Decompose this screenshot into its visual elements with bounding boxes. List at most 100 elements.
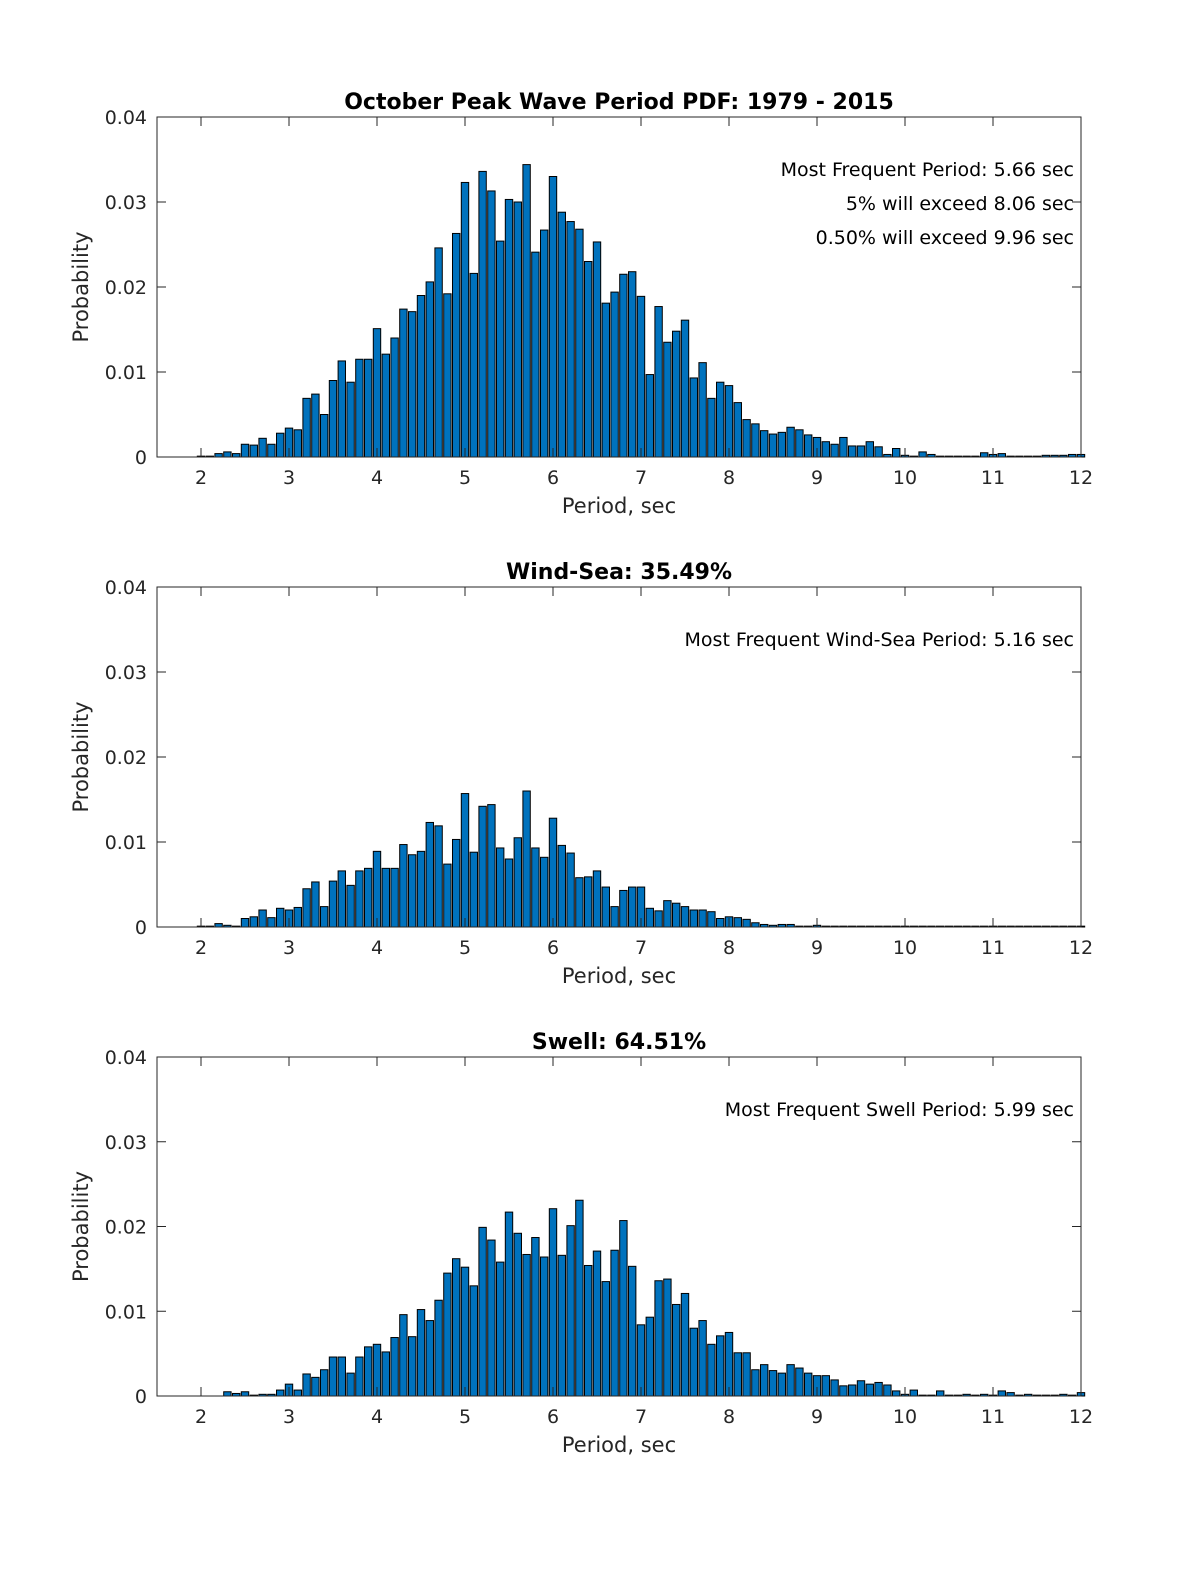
bar <box>320 414 329 458</box>
bar <box>936 1390 945 1397</box>
bar <box>584 261 593 458</box>
x-tick-label: 7 <box>635 467 647 489</box>
bar <box>399 1314 408 1397</box>
y-tick-label: 0.01 <box>105 832 147 854</box>
bar <box>698 362 707 458</box>
y-tick-label: 0.02 <box>105 277 147 299</box>
bar <box>469 851 478 928</box>
chart-panel-total: 2 3 4 5 6 7 8 9 10 11 12 0 0.01 0.02 0.03 0.04 October P… <box>69 90 1093 518</box>
y-tick-label: 0.01 <box>105 362 147 384</box>
bar <box>716 918 725 928</box>
bar <box>584 1264 593 1397</box>
bar <box>619 889 628 928</box>
bar <box>751 922 760 928</box>
bar <box>540 856 549 928</box>
x-tick-label: 11 <box>981 937 1005 959</box>
bar <box>240 918 250 928</box>
x-tick-label: 7 <box>635 937 647 959</box>
bar <box>399 844 408 928</box>
x-tick-label: 10 <box>893 467 917 489</box>
bar <box>768 433 778 458</box>
bar <box>416 850 426 928</box>
bar <box>997 1390 1006 1397</box>
bar <box>443 863 452 928</box>
chart-title: October Peak Wave Period PDF: 1979 - 201… <box>344 90 894 115</box>
x-tick-label: 6 <box>547 467 559 489</box>
y-tick-label: 0.04 <box>105 577 147 599</box>
bar <box>645 1316 654 1397</box>
bar <box>892 1390 901 1397</box>
bar <box>689 377 698 458</box>
x-tick-label: 6 <box>547 937 559 959</box>
bar <box>848 445 857 458</box>
bar <box>892 448 901 458</box>
bar <box>883 1384 892 1397</box>
y-axis-label: Probability <box>69 231 93 342</box>
bar <box>548 817 558 928</box>
bar <box>865 1383 874 1397</box>
bar <box>707 911 716 928</box>
bar <box>293 1389 302 1397</box>
bar <box>619 273 628 458</box>
bar <box>337 360 346 458</box>
bar <box>311 393 320 458</box>
bar <box>751 1369 760 1397</box>
bar <box>777 1372 786 1397</box>
bar <box>390 337 399 458</box>
x-tick-label: 9 <box>811 1406 823 1428</box>
bar <box>980 452 989 458</box>
bar <box>557 211 566 458</box>
bar <box>293 429 302 458</box>
bar <box>249 916 258 928</box>
bar <box>390 867 399 928</box>
bar <box>997 453 1006 458</box>
bar <box>504 1211 514 1397</box>
y-tick-label: 0.04 <box>105 107 147 129</box>
y-tick-label: 0.03 <box>105 662 147 684</box>
y-tick-label: 0.03 <box>105 1132 147 1154</box>
chart-title: Swell: 64.51% <box>532 1030 706 1055</box>
bar <box>733 917 742 928</box>
bar <box>592 241 602 458</box>
bar <box>460 181 470 458</box>
bar <box>452 232 461 458</box>
bar <box>328 1356 338 1397</box>
y-tick-label: 0 <box>135 917 147 939</box>
bar <box>443 293 452 458</box>
bar <box>531 251 540 458</box>
y-axis-label: Probability <box>69 701 93 812</box>
bar <box>680 1292 690 1397</box>
bar <box>856 1380 866 1397</box>
bar <box>408 311 417 458</box>
bar <box>628 886 637 928</box>
x-axis-label: Period, sec <box>562 964 676 988</box>
bar <box>654 1280 663 1397</box>
bar <box>390 1337 399 1397</box>
x-tick-label: 12 <box>1069 1406 1093 1428</box>
bar <box>592 870 602 928</box>
x-tick-label: 10 <box>893 1406 917 1428</box>
bar <box>548 176 558 458</box>
bar <box>548 1208 558 1397</box>
bar <box>355 870 364 928</box>
bar <box>478 1226 487 1397</box>
bar <box>724 385 734 458</box>
bar <box>522 1253 531 1397</box>
bar <box>364 1346 373 1397</box>
bar <box>364 358 373 458</box>
annotation-text: Most Frequent Wind-Sea Period: 5.16 sec <box>685 629 1074 651</box>
bar <box>355 358 364 458</box>
bar <box>328 880 338 928</box>
bar <box>478 170 487 458</box>
bar <box>830 443 839 458</box>
bar <box>328 380 338 458</box>
bar <box>425 821 434 928</box>
bars <box>196 1199 1086 1397</box>
bar <box>707 1343 716 1397</box>
x-axis-label: Period, sec <box>562 1433 676 1457</box>
bar <box>223 451 232 458</box>
bar <box>698 1320 707 1397</box>
bar <box>601 1281 610 1397</box>
bar <box>636 295 646 458</box>
